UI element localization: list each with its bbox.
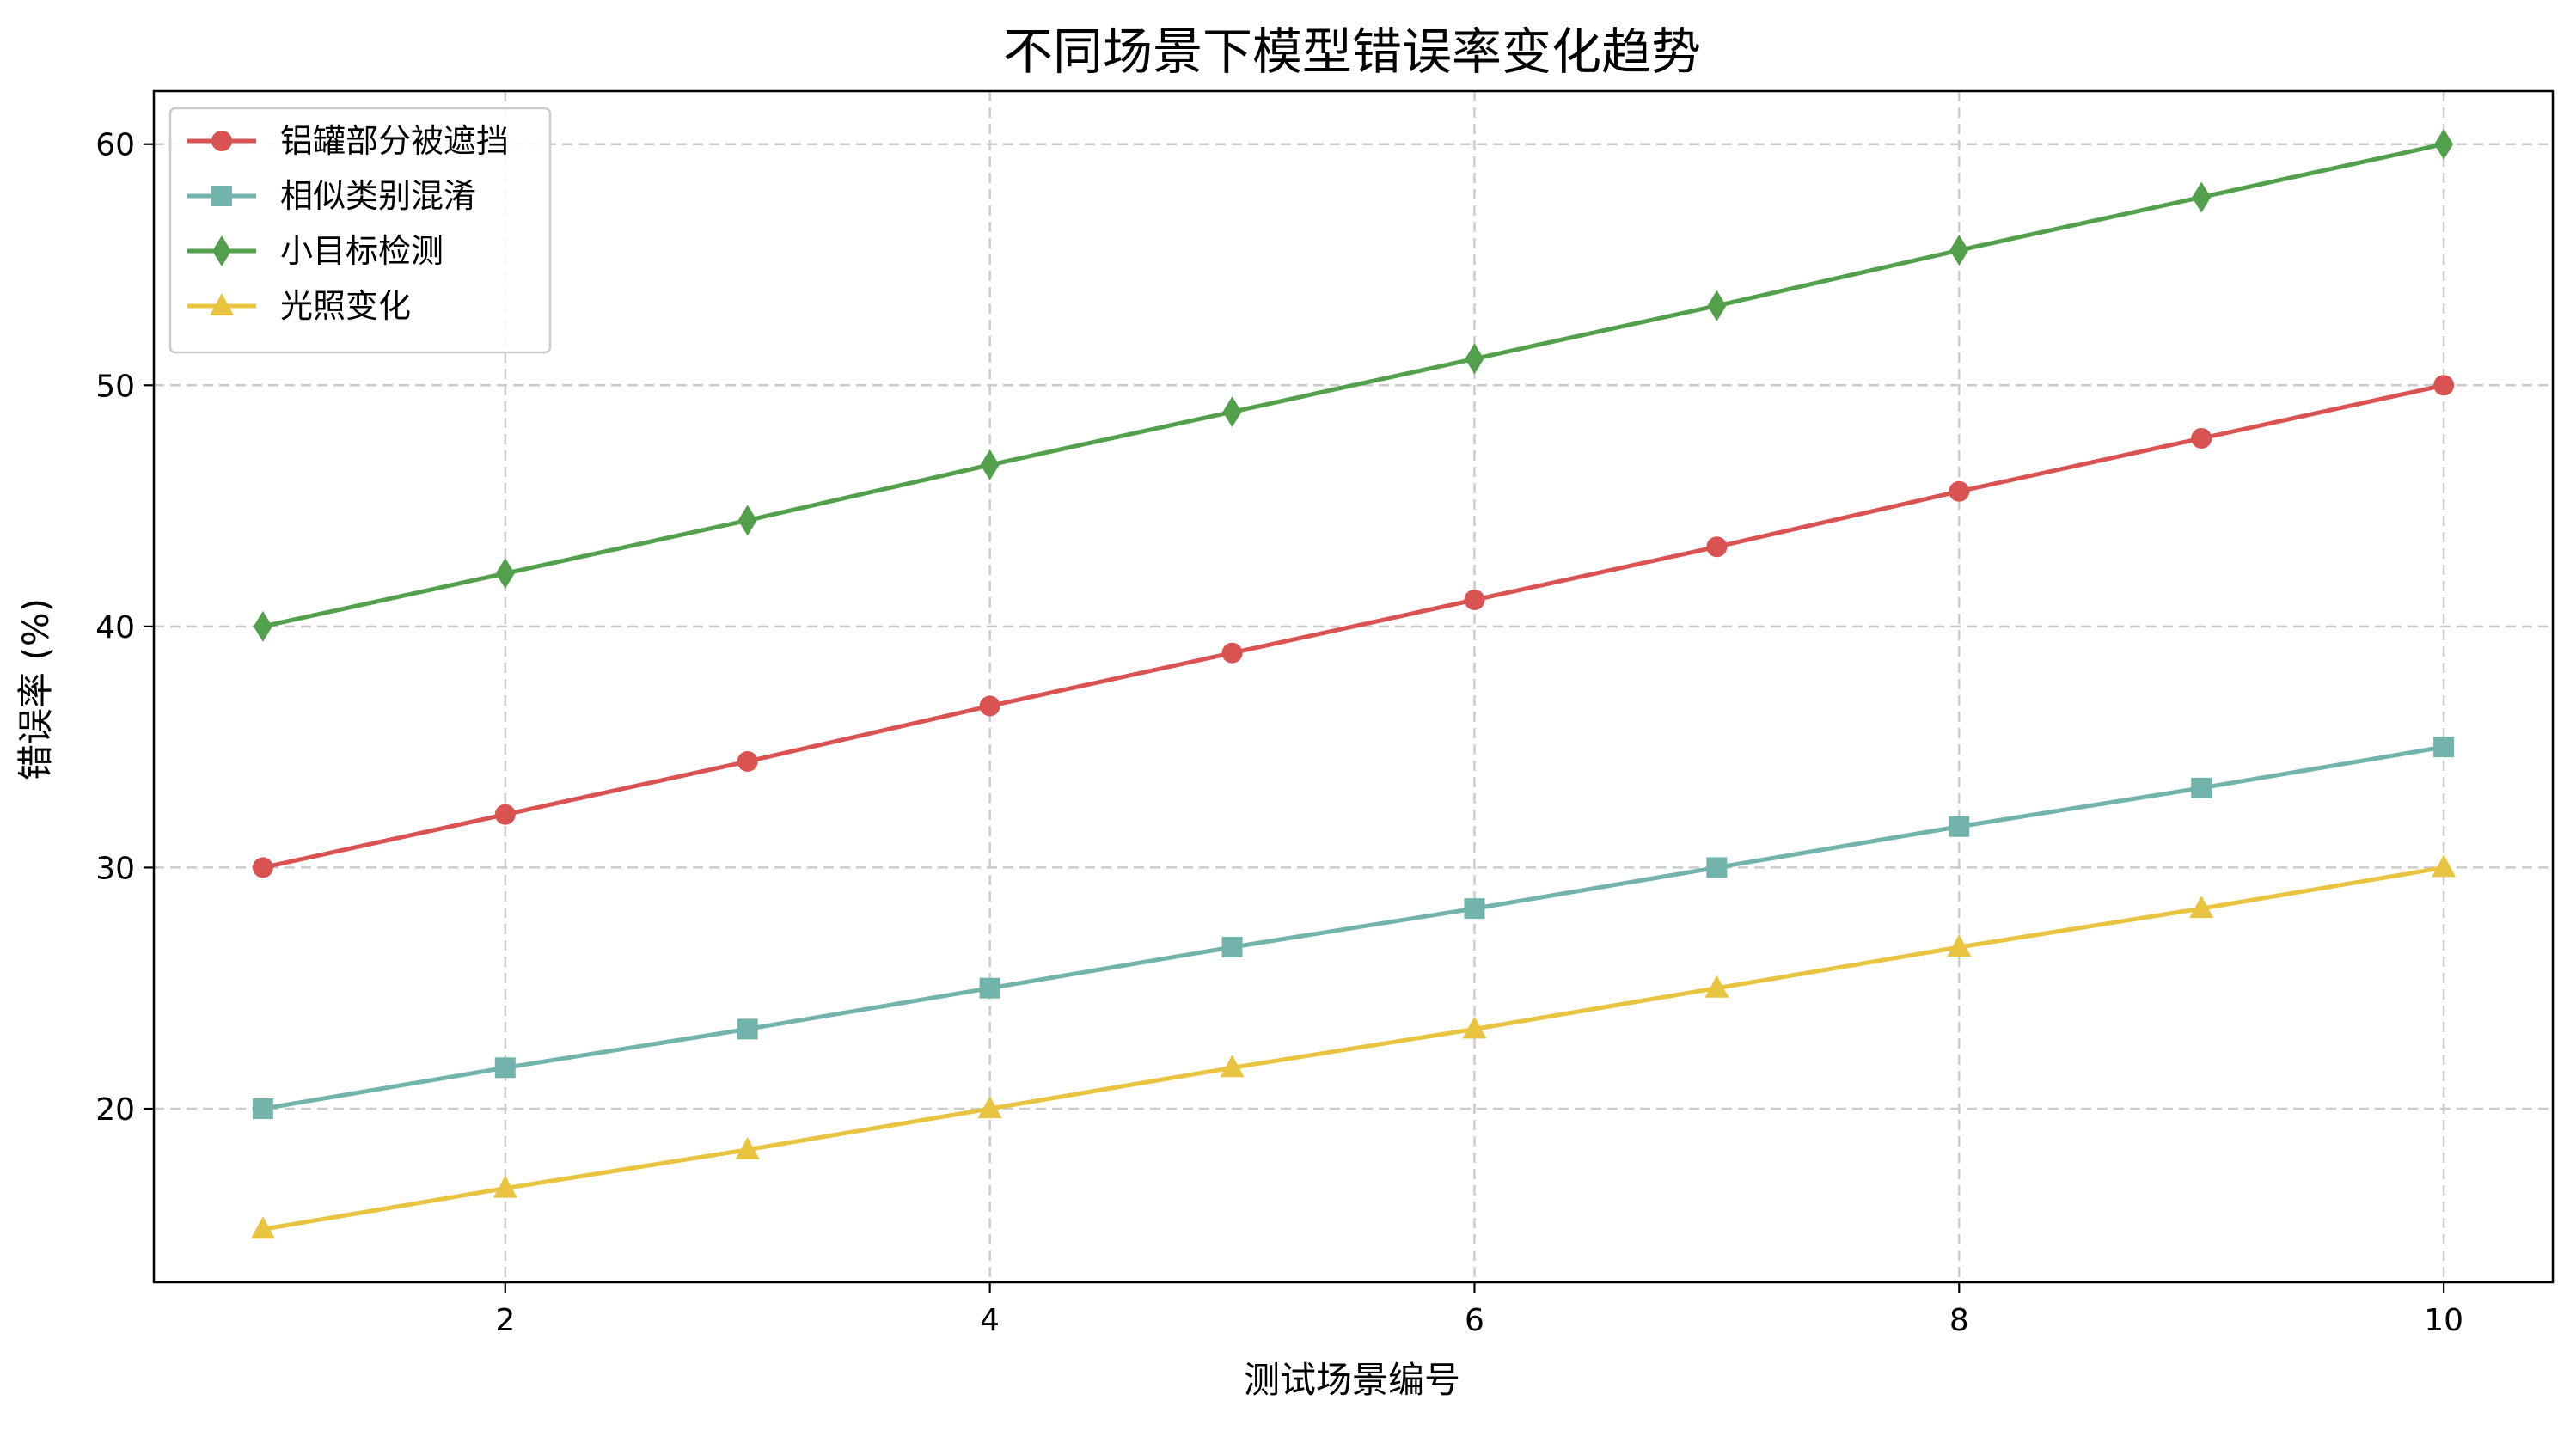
data-point [1464, 898, 1485, 920]
legend-label: 铝罐部分被遮挡 [280, 122, 509, 160]
data-point [1706, 857, 1728, 878]
data-point [2433, 737, 2455, 758]
series-0 [252, 375, 2455, 878]
data-point [494, 1057, 516, 1079]
series-line [262, 142, 2444, 629]
data-point [493, 1175, 517, 1198]
legend-item-0: 铝罐部分被遮挡 [187, 122, 509, 160]
y-tick-label: 60 [95, 128, 135, 163]
data-point [1704, 975, 1729, 998]
y-tick-label: 50 [95, 369, 135, 404]
data-point [1221, 937, 1243, 958]
data-point [1949, 235, 1969, 266]
data-point [1947, 934, 1972, 957]
data-point [2433, 375, 2455, 396]
data-point [1949, 480, 1970, 502]
data-point [494, 804, 516, 825]
data-point [1465, 343, 1484, 375]
data-point [737, 750, 758, 772]
y-axis-label: 错误率 (%) [15, 598, 57, 780]
series-3 [250, 854, 2457, 1239]
x-axis-label: 测试场景编号 [1244, 1359, 1460, 1401]
chart-title: 不同场景下模型错误率变化趋势 [1003, 22, 1701, 81]
x-tick-label: 2 [495, 1303, 515, 1338]
data-point [2189, 896, 2214, 919]
data-point [980, 449, 1000, 480]
y-tick-label: 30 [95, 851, 135, 886]
series-line [262, 382, 2444, 870]
data-point [737, 1018, 758, 1040]
y-tick-label: 40 [95, 610, 135, 645]
data-point [1222, 396, 1242, 428]
data-point [977, 1095, 1002, 1118]
series-1 [252, 737, 2455, 1119]
data-point [1220, 1055, 1245, 1078]
data-point [250, 1216, 275, 1239]
data-point [1462, 1016, 1487, 1039]
legend-marker [212, 235, 231, 266]
series-line [262, 865, 2444, 1232]
data-point [2191, 777, 2212, 798]
data-point [2191, 428, 2212, 449]
legend-label: 小目标检测 [280, 232, 444, 270]
data-point [2432, 854, 2457, 878]
legend-label: 光照变化 [280, 287, 411, 325]
data-point [2434, 128, 2454, 160]
legend-item-2: 小目标检测 [187, 232, 444, 270]
data-point [1221, 642, 1243, 664]
data-point [737, 505, 757, 536]
data-point [1706, 536, 1728, 558]
legend-marker [210, 293, 234, 315]
series-2 [253, 128, 2454, 642]
data-point [2192, 181, 2212, 213]
series-line [262, 744, 2444, 1111]
legend-marker [211, 186, 232, 206]
data-point [253, 610, 272, 642]
data-point [1707, 290, 1727, 321]
axis-ticks: 2 4 6 8 10 20 30 40 50 60 [95, 128, 2463, 1338]
plot-frame [152, 89, 2555, 1284]
x-tick-label: 8 [1949, 1303, 1969, 1338]
data-point [1464, 589, 1485, 610]
data-point [1949, 816, 1970, 837]
legend-marker [211, 131, 232, 151]
legend-item-1: 相似类别混淆 [187, 177, 476, 215]
data-point [979, 695, 1000, 717]
data-point [495, 558, 515, 590]
x-tick-label: 10 [2424, 1303, 2463, 1338]
x-tick-label: 4 [980, 1303, 1000, 1338]
data-point [735, 1136, 760, 1159]
y-tick-label: 20 [95, 1092, 135, 1128]
x-tick-label: 6 [1465, 1303, 1484, 1338]
data-point [252, 857, 273, 878]
legend-box [168, 107, 552, 354]
legend-item-3: 光照变化 [187, 287, 411, 325]
data-point [979, 977, 1000, 999]
data-point [252, 1098, 273, 1119]
legend-label: 相似类别混淆 [280, 177, 476, 215]
plot-series [250, 128, 2457, 1239]
